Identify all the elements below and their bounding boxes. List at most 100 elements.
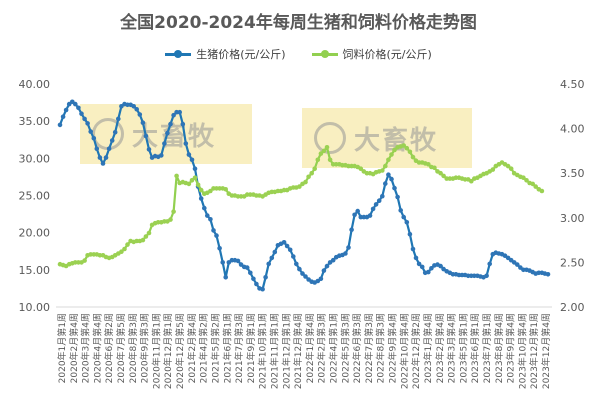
left-axis-tick-label: 10.00 bbox=[19, 301, 51, 314]
pig-price-point bbox=[97, 155, 103, 160]
x-axis-tick-label: 2022年12月第2周 bbox=[410, 313, 422, 389]
pig-price-point bbox=[131, 104, 136, 109]
legend-swatch-pig bbox=[165, 49, 192, 58]
pig-price-point bbox=[186, 152, 192, 157]
pig-price-point bbox=[109, 138, 115, 143]
x-axis-tick-label: 2023年7月第1周 bbox=[481, 313, 493, 383]
x-axis-tick-label: 2021年6月第1周 bbox=[221, 313, 233, 383]
feed-price-point bbox=[318, 151, 324, 156]
left-axis-tick-label: 40.00 bbox=[19, 78, 51, 91]
pig-price-point bbox=[367, 213, 373, 218]
feed-price-point bbox=[321, 148, 327, 154]
pig-price-point bbox=[162, 141, 167, 146]
series-line-pig-price bbox=[58, 100, 549, 291]
legend-label-pig: 生猪价格(元/公斤) bbox=[196, 48, 286, 61]
x-axis-tick-label: 2020年3月第4周 bbox=[80, 313, 92, 383]
pig-price-point bbox=[248, 270, 253, 276]
feed-price-point bbox=[407, 149, 413, 155]
watermark-icon bbox=[314, 122, 346, 154]
right-axis-tick-label: 3.00 bbox=[560, 212, 585, 225]
feed-price-point bbox=[404, 145, 410, 151]
x-axis-tick-label: 2023年12月第1周 bbox=[528, 313, 540, 389]
feed-price-point bbox=[309, 170, 315, 176]
pig-price-point bbox=[214, 233, 219, 238]
feed-price-point bbox=[297, 184, 302, 189]
feed-price-point bbox=[410, 154, 416, 160]
x-axis-tick-label: 2022年10月第4周 bbox=[398, 313, 410, 389]
pig-price-point bbox=[79, 111, 84, 116]
pig-price-point bbox=[318, 276, 324, 282]
pig-price-point bbox=[398, 208, 404, 213]
pig-price-point bbox=[106, 146, 112, 151]
pig-price-point bbox=[260, 286, 265, 292]
x-axis-tick-label: 2022年6月第3周 bbox=[351, 313, 363, 383]
pig-price-point bbox=[294, 261, 299, 267]
pig-price-point bbox=[244, 265, 250, 270]
feed-price-point bbox=[533, 184, 538, 189]
pig-price-point bbox=[91, 136, 97, 141]
feed-price-point bbox=[186, 181, 192, 187]
pig-price-point bbox=[137, 112, 143, 117]
pig-price-point bbox=[254, 281, 259, 287]
right-axis-tick-label: 3.50 bbox=[560, 167, 585, 180]
x-axis-tick-label: 2020年9月第3周 bbox=[139, 313, 151, 383]
pig-price-point bbox=[404, 220, 410, 225]
feed-price-point bbox=[327, 157, 333, 163]
pig-price-point bbox=[419, 264, 425, 270]
feed-price-point bbox=[192, 175, 198, 180]
feed-price-point bbox=[122, 246, 127, 252]
x-axis-tick-label: 2022年5月第3周 bbox=[339, 313, 351, 383]
x-axis-tick-label: 2023年5月第1周 bbox=[457, 313, 469, 383]
x-axis-tick-label: 2020年2月第4周 bbox=[68, 313, 80, 383]
feed-price-point bbox=[358, 166, 364, 171]
pig-price-point bbox=[266, 261, 272, 267]
left-axis-tick-label: 20.00 bbox=[19, 227, 51, 240]
pig-price-point bbox=[545, 272, 551, 277]
right-axis-tick-label: 4.00 bbox=[560, 123, 585, 136]
left-axis-tick-label: 25.00 bbox=[19, 190, 51, 203]
pig-price-point bbox=[73, 101, 78, 107]
pig-price-point bbox=[303, 274, 308, 279]
x-axis-tick-label: 2021年9月第1周 bbox=[245, 313, 257, 383]
pig-price-point bbox=[251, 276, 256, 282]
pig-price-point bbox=[395, 194, 400, 200]
pig-price-point bbox=[416, 261, 422, 267]
pig-price-point bbox=[330, 257, 336, 263]
pig-price-point bbox=[223, 275, 228, 280]
feed-price-point bbox=[174, 173, 179, 179]
pig-price-point bbox=[300, 271, 305, 276]
pig-price-point bbox=[355, 208, 361, 214]
x-axis-tick-label: 2021年12月第4周 bbox=[292, 313, 304, 389]
x-axis-tick-label: 2022年4月第1周 bbox=[328, 313, 340, 383]
legend-item-pig[interactable]: 生猪价格(元/公斤) bbox=[165, 46, 286, 62]
feed-price-point bbox=[432, 165, 437, 171]
pig-price-point bbox=[63, 107, 69, 113]
pig-price-point bbox=[429, 266, 434, 271]
pig-price-point bbox=[383, 181, 388, 186]
pig-price-point bbox=[159, 153, 164, 158]
feed-price-point bbox=[441, 173, 446, 179]
pig-price-point bbox=[189, 157, 195, 163]
x-axis-tick-label: 2022年1月第4周 bbox=[304, 313, 316, 383]
pig-price-point bbox=[103, 155, 109, 160]
pig-price-point bbox=[269, 255, 275, 261]
pig-price-point bbox=[205, 213, 210, 218]
x-axis-tick-label: 2021年4月第2周 bbox=[198, 313, 210, 383]
feed-price-point bbox=[306, 174, 311, 180]
feed-price-point bbox=[530, 181, 535, 187]
x-axis-tick-label: 2023年6月第1周 bbox=[469, 313, 481, 383]
legend-swatch-feed bbox=[311, 49, 338, 58]
pig-price-point bbox=[401, 214, 407, 220]
pig-price-point bbox=[100, 161, 106, 166]
feed-price-point bbox=[198, 187, 204, 193]
feed-price-point bbox=[524, 178, 529, 183]
left-axis-tick-label: 30.00 bbox=[19, 152, 51, 165]
pig-price-point bbox=[343, 251, 348, 256]
pig-price-point bbox=[438, 263, 443, 269]
pig-price-point bbox=[324, 263, 330, 269]
pig-price-point bbox=[168, 121, 173, 127]
feed-price-point bbox=[426, 162, 431, 167]
x-axis-tick-label: 2022年9月第4周 bbox=[387, 313, 399, 383]
legend-item-feed[interactable]: 饲料价格(元/公斤) bbox=[311, 46, 432, 62]
